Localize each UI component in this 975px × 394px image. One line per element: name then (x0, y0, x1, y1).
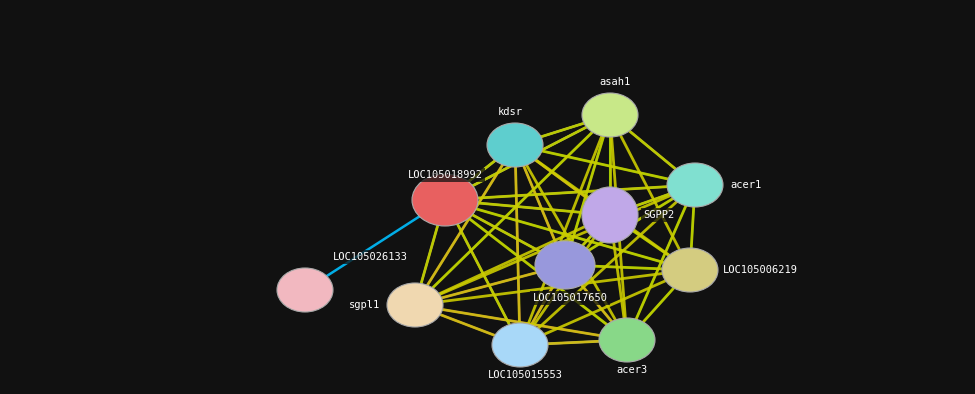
Ellipse shape (582, 93, 638, 137)
Ellipse shape (535, 241, 595, 289)
Text: kdsr: kdsr (497, 107, 523, 117)
Ellipse shape (662, 248, 718, 292)
Ellipse shape (667, 163, 723, 207)
Ellipse shape (492, 323, 548, 367)
Ellipse shape (412, 174, 478, 226)
Text: sgpl1: sgpl1 (349, 300, 380, 310)
Ellipse shape (277, 268, 333, 312)
Text: asah1: asah1 (600, 77, 631, 87)
Text: LOC105017650: LOC105017650 (532, 293, 607, 303)
Text: LOC105006219: LOC105006219 (723, 265, 798, 275)
Text: LOC105015553: LOC105015553 (488, 370, 563, 380)
Text: acer1: acer1 (730, 180, 761, 190)
Ellipse shape (599, 318, 655, 362)
Text: LOC105018992: LOC105018992 (408, 170, 483, 180)
Ellipse shape (387, 283, 443, 327)
Text: SGPP2: SGPP2 (643, 210, 675, 220)
Ellipse shape (582, 187, 638, 243)
Text: LOC105026133: LOC105026133 (333, 252, 408, 262)
Text: acer3: acer3 (616, 365, 647, 375)
Ellipse shape (487, 123, 543, 167)
